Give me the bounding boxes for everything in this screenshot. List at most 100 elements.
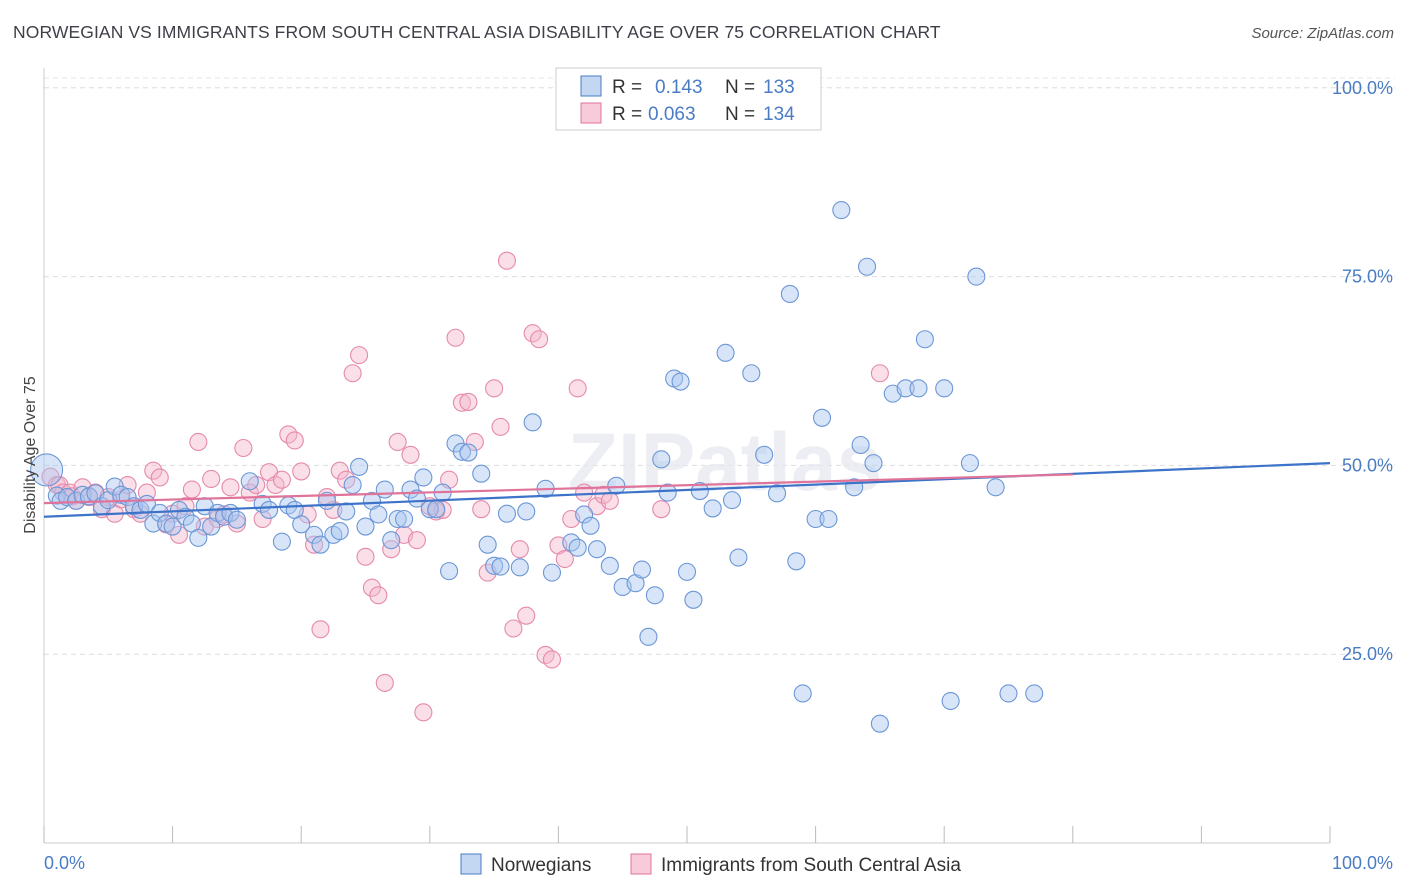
norwegian-point — [581, 516, 600, 535]
y-tick-label: 50.0% — [1342, 455, 1393, 475]
immigrant-point — [343, 364, 362, 383]
immigrant-point — [311, 620, 330, 639]
norwegian-point — [729, 548, 748, 567]
legend-r-label: R = — [612, 104, 642, 125]
immigrant-point — [555, 549, 574, 569]
immigrant-point — [870, 364, 889, 383]
x-tick-label: 0.0% — [44, 853, 85, 873]
immigrant-point — [510, 540, 529, 559]
legend-n-label: N = — [725, 104, 755, 125]
norwegian-point — [497, 504, 517, 523]
norwegian-point — [915, 330, 934, 349]
immigrant-point — [459, 392, 478, 411]
immigrant-point — [472, 500, 491, 519]
immigrant-point — [575, 483, 594, 502]
norwegian-point — [645, 586, 664, 605]
norwegian-point — [793, 684, 812, 703]
legend-r-value: 0.063 — [648, 104, 696, 125]
norwegian-trend-line — [43, 462, 1331, 518]
norwegian-point — [690, 482, 709, 501]
norwegian-point — [337, 502, 356, 521]
norwegian-point — [986, 478, 1005, 497]
norwegian-point — [440, 562, 459, 581]
immigrant-point — [452, 393, 472, 412]
y-tick-label: 75.0% — [1342, 267, 1393, 287]
legend-label-immigrants: Immigrants from South Central Asia — [661, 855, 961, 876]
norwegian-point — [343, 475, 362, 495]
norwegian-point — [780, 284, 799, 303]
norwegian-point — [542, 563, 562, 582]
norwegian-point — [857, 257, 877, 276]
immigrant-point — [356, 547, 375, 566]
norwegian-point — [452, 442, 472, 461]
immigrant-point — [600, 491, 619, 510]
y-tick-label: 25.0% — [1342, 644, 1393, 664]
immigrant-point — [234, 438, 253, 458]
x-tick-label: 100.0% — [1332, 853, 1393, 873]
immigrant-point — [202, 469, 221, 489]
immigrant-point — [330, 461, 349, 480]
immigrant-point — [407, 531, 426, 550]
axes — [43, 68, 1331, 844]
norwegian-point — [272, 532, 291, 551]
immigrant-point — [221, 478, 240, 497]
immigrant-point — [285, 431, 304, 450]
immigrant-point — [182, 480, 201, 499]
norwegian-point — [330, 522, 349, 541]
norwegian-point — [851, 435, 870, 455]
norwegian-point — [999, 684, 1018, 703]
norwegian-point — [909, 379, 928, 398]
y-tick-label: 100.0% — [1332, 78, 1393, 98]
immigrant-point — [292, 462, 311, 481]
norwegian-point — [812, 408, 832, 427]
blue-series — [30, 201, 1044, 733]
immigrant-point — [350, 346, 369, 365]
immigrant-point — [388, 432, 407, 452]
norwegian-point — [568, 538, 587, 557]
legend-n-value: 133 — [763, 77, 795, 98]
norwegian-point — [517, 502, 536, 521]
legend-swatch-norwegians — [460, 853, 482, 875]
immigrant-point — [504, 619, 523, 638]
norwegian-point — [395, 509, 414, 529]
norwegian-point — [941, 691, 960, 711]
immigrant-trend-line — [43, 473, 1073, 505]
norwegian-point — [864, 454, 883, 473]
source-label: Source: ZipAtlas.com — [1251, 25, 1394, 42]
norwegian-point — [375, 480, 394, 499]
immigrant-point — [375, 673, 394, 692]
immigrant-point — [568, 379, 587, 398]
legend-r-value: 0.143 — [655, 77, 703, 98]
immigrant-point — [144, 461, 163, 480]
norwegian-point — [292, 515, 311, 534]
norwegian-point — [632, 560, 652, 579]
norwegian-point — [806, 509, 825, 529]
immigrant-point — [189, 432, 208, 452]
norwegian-point — [787, 552, 806, 571]
immigrant-point — [491, 417, 510, 436]
norwegian-point — [523, 413, 542, 432]
immigrant-point — [369, 586, 388, 605]
immigrant-point — [497, 251, 517, 270]
immigrant-point — [465, 432, 484, 452]
norwegian-point — [722, 491, 742, 510]
norwegian-point — [472, 464, 491, 483]
norwegian-point — [356, 517, 375, 536]
norwegian-point — [703, 499, 722, 518]
norwegian-point — [960, 454, 979, 473]
correlation-legend: R = 0.143 N = 133 R = 0.063 N = 134 — [555, 67, 822, 131]
legend-swatch-pink — [580, 102, 602, 124]
series-legend: Norwegians Immigrants from South Central… — [460, 853, 961, 876]
chart-title: NORWEGIAN VS IMMIGRANTS FROM SOUTH CENTR… — [13, 22, 941, 42]
norwegian-point — [819, 509, 838, 529]
norwegian-point — [189, 528, 208, 547]
immigrant-point — [446, 328, 465, 347]
norwegian-point — [652, 450, 671, 469]
norwegian-point — [382, 531, 401, 550]
y-axis-label: Disability Age Over 75 — [22, 376, 39, 534]
immigrant-point — [530, 330, 549, 349]
norwegian-point — [485, 556, 504, 575]
norwegian-point — [658, 483, 677, 502]
norwegian-point — [240, 472, 259, 491]
legend-n-value: 134 — [763, 104, 795, 125]
